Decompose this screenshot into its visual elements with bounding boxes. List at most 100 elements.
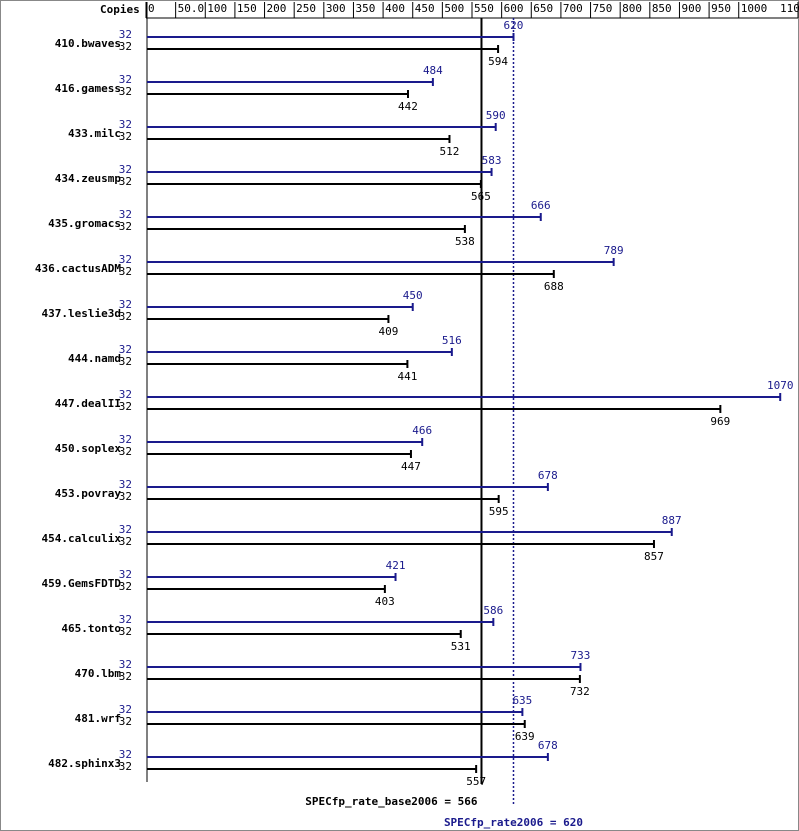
x-tick-label: 500 [444, 2, 464, 15]
x-tick-label: 700 [563, 2, 583, 15]
copies-label: 32 [119, 445, 132, 458]
value-label: 409 [378, 325, 398, 338]
x-tick-label: 350 [355, 2, 375, 15]
value-label: 789 [604, 244, 624, 257]
copies-label: 32 [119, 748, 132, 761]
value-label: 857 [644, 550, 664, 563]
x-tick-label: 200 [267, 2, 287, 15]
category-label: 416.gamess [55, 82, 121, 95]
copies-label: 32 [119, 253, 132, 266]
x-tick-label: 1100 [780, 2, 799, 15]
copies-label: 32 [119, 388, 132, 401]
value-label: 732 [570, 685, 590, 698]
copies-label: 32 [119, 163, 132, 176]
copies-label: 32 [119, 85, 132, 98]
copies-label: 32 [119, 613, 132, 626]
category-label: 444.namd [68, 352, 121, 365]
x-tick-label: 950 [711, 2, 731, 15]
value-label: 969 [710, 415, 730, 428]
x-tick-label: 400 [385, 2, 405, 15]
value-label: 538 [455, 235, 475, 248]
copies-label: 32 [119, 658, 132, 671]
copies-label: 32 [119, 118, 132, 131]
copies-label: 32 [119, 523, 132, 536]
copies-label: 32 [119, 265, 132, 278]
category-label: 435.gromacs [48, 217, 121, 230]
value-label: 512 [440, 145, 460, 158]
reference-label: SPECfp_rate_base2006 = 566 [305, 795, 478, 808]
copies-label: 32 [119, 670, 132, 683]
copies-label: 32 [119, 355, 132, 368]
value-label: 403 [375, 595, 395, 608]
value-label: 447 [401, 460, 421, 473]
category-label: 410.bwaves [55, 37, 121, 50]
value-label: 666 [531, 199, 551, 212]
value-label: 421 [386, 559, 406, 572]
value-label: 557 [466, 775, 486, 788]
copies-label: 32 [119, 130, 132, 143]
copies-label: 32 [119, 433, 132, 446]
copies-label: 32 [119, 343, 132, 356]
category-label: 453.povray [55, 487, 122, 500]
x-tick-label: 550 [474, 2, 494, 15]
x-tick-label: 50.0 [178, 2, 205, 15]
x-tick-label: 150 [237, 2, 257, 15]
copies-label: 32 [119, 298, 132, 311]
copies-label: 32 [119, 40, 132, 53]
category-label: 433.milc [68, 127, 121, 140]
category-label: 470.lbm [75, 667, 122, 680]
value-label: 678 [538, 739, 558, 752]
category-label: 437.leslie3d [42, 307, 121, 320]
value-label: 516 [442, 334, 462, 347]
value-label: 595 [489, 505, 509, 518]
category-label: 436.cactusADM [35, 262, 121, 275]
value-label: 531 [451, 640, 471, 653]
value-label: 678 [538, 469, 558, 482]
x-tick-label: 600 [504, 2, 524, 15]
x-tick-label: 300 [326, 2, 346, 15]
copies-label: 32 [119, 400, 132, 413]
copies-label: 32 [119, 478, 132, 491]
value-label: 1070 [767, 379, 794, 392]
value-label: 594 [488, 55, 508, 68]
value-label: 442 [398, 100, 418, 113]
category-label: 454.calculix [42, 532, 122, 545]
reference-label: SPECfp_rate2006 = 620 [444, 816, 583, 829]
copies-label: 32 [119, 568, 132, 581]
copies-label: 32 [119, 625, 132, 638]
value-label: 620 [504, 19, 524, 32]
copies-label: 32 [119, 535, 132, 548]
value-label: 688 [544, 280, 564, 293]
x-tick-label: 750 [593, 2, 613, 15]
value-label: 635 [512, 694, 532, 707]
value-label: 441 [397, 370, 417, 383]
copies-label: 32 [119, 175, 132, 188]
copies-label: 32 [119, 703, 132, 716]
copies-label: 32 [119, 220, 132, 233]
value-label: 484 [423, 64, 443, 77]
x-tick-label: 900 [681, 2, 701, 15]
copies-label: 32 [119, 490, 132, 503]
value-label: 590 [486, 109, 506, 122]
value-label: 450 [403, 289, 423, 302]
copies-label: 32 [119, 73, 132, 86]
value-label: 586 [483, 604, 503, 617]
value-label: 733 [571, 649, 591, 662]
value-label: 583 [482, 154, 502, 167]
x-tick-label: 650 [533, 2, 553, 15]
x-tick-label: 850 [652, 2, 672, 15]
copies-label: 32 [119, 580, 132, 593]
copies-label: 32 [119, 310, 132, 323]
copies-header: Copies [100, 3, 140, 16]
copies-label: 32 [119, 760, 132, 773]
copies-label: 32 [119, 28, 132, 41]
x-tick-label: 450 [415, 2, 435, 15]
x-tick-label: 1000 [741, 2, 768, 15]
category-label: 465.tonto [61, 622, 121, 635]
x-tick-label: 100 [207, 2, 227, 15]
category-label: 450.soplex [55, 442, 122, 455]
value-label: 887 [662, 514, 682, 527]
x-tick-label: 800 [622, 2, 642, 15]
category-label: 481.wrf [75, 712, 121, 725]
x-tick-label: 250 [296, 2, 316, 15]
